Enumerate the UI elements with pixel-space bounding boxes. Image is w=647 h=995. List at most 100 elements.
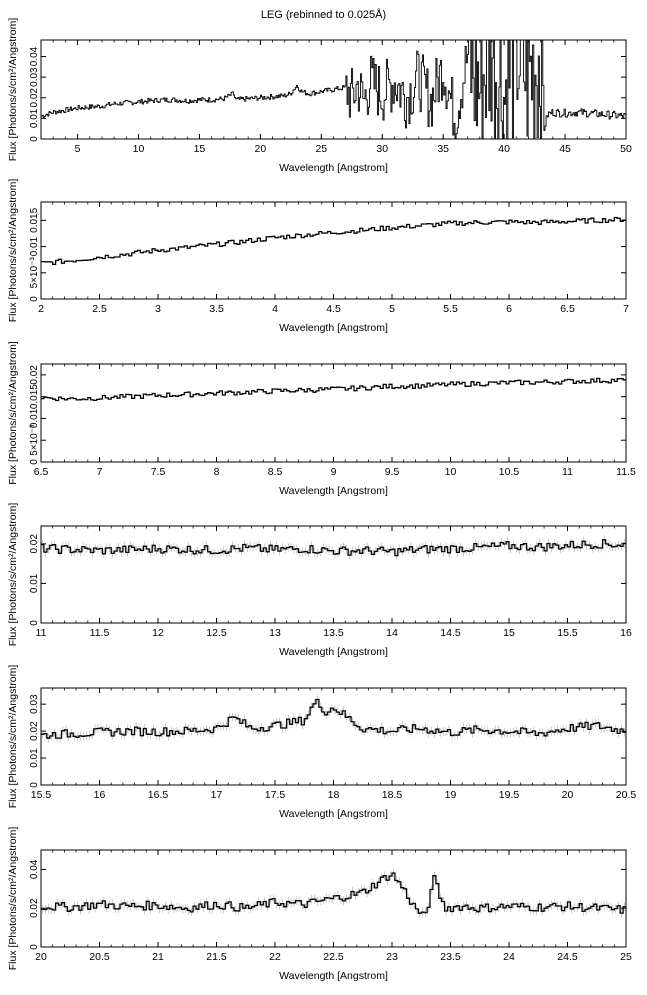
y-tick-label: 0: [29, 136, 40, 142]
x-tick-label: 15: [503, 627, 515, 639]
x-tick-label: 5: [75, 143, 81, 155]
x-tick-label: 6: [506, 303, 512, 315]
x-tick-label: 11: [562, 466, 573, 478]
y-tick-label: 0: [29, 296, 40, 302]
y-axis-label: Flux [Photons/s/cm²/Angstrom]: [7, 503, 19, 647]
y-axis-label: Flux [Photons/s/cm²/Angstrom]: [7, 665, 19, 809]
x-tick-label: 6.5: [560, 303, 575, 315]
x-tick-label: 5: [389, 303, 395, 315]
x-tick-label: 12.5: [206, 627, 227, 639]
x-tick-label: 5.5: [443, 303, 458, 315]
x-tick-label: 17: [211, 789, 223, 801]
y-axis-label: Flux [Photons/s/cm²/Angstrom]: [7, 827, 19, 971]
x-tick-label: 25: [620, 951, 632, 963]
x-tick-label: 15.5: [31, 789, 52, 801]
page-title: LEG (rebinned to 0.025Å): [260, 9, 387, 21]
y-axis-label: Flux [Photons/s/cm²/Angstrom]: [7, 341, 19, 485]
x-tick-label: 2.5: [92, 303, 107, 315]
x-tick-label: 20: [562, 789, 574, 801]
y-axis-label: Flux [Photons/s/cm²/Angstrom]: [7, 18, 19, 162]
x-tick-label: 3.5: [209, 303, 224, 315]
y-tick-label: 0.01: [29, 108, 40, 128]
y-tick-label: 0.01: [29, 408, 40, 428]
y-tick-label: 0.04: [29, 46, 40, 66]
x-tick-label: 2: [38, 303, 44, 315]
x-axis-label: Wavelength [Angstrom]: [279, 485, 388, 497]
x-tick-label: 20: [35, 951, 47, 963]
spectrum-line: [41, 698, 626, 739]
x-tick-label: 17.5: [265, 789, 286, 801]
x-tick-label: 6.5: [34, 466, 49, 478]
y-axis-label: Flux [Photons/s/cm²/Angstrom]: [7, 179, 19, 323]
spectrum-line: [41, 377, 626, 402]
x-tick-label: 16: [620, 627, 632, 639]
x-tick-label: 8: [214, 466, 220, 478]
spectrum-line: [41, 216, 626, 266]
x-tick-label: 23: [386, 951, 398, 963]
y-tick-label: 0: [29, 944, 40, 950]
y-tick-label: 0.04: [29, 859, 40, 879]
x-axis-label: Wavelength [Angstrom]: [279, 808, 388, 820]
y-tick-label: 5×10⁻³: [29, 424, 40, 456]
x-tick-label: 45: [559, 143, 571, 155]
x-tick-label: 8.5: [268, 466, 283, 478]
x-tick-label: 19: [445, 789, 457, 801]
plot-frame: [40, 687, 627, 786]
error-bars: [42, 535, 625, 560]
x-tick-label: 3: [155, 303, 161, 315]
y-tick-label: 0: [29, 459, 40, 465]
y-tick-label: 0.01: [29, 236, 40, 256]
x-tick-label: 13: [269, 627, 281, 639]
y-tick-label: 0.01: [29, 748, 40, 768]
x-tick-label: 10: [445, 466, 457, 478]
x-tick-label: 14: [386, 627, 398, 639]
x-tick-label: 21: [152, 951, 164, 963]
x-tick-label: 9.5: [385, 466, 400, 478]
x-tick-label: 12: [152, 627, 164, 639]
x-tick-label: 20.5: [89, 951, 110, 963]
x-tick-label: 16.5: [148, 789, 169, 801]
plot-frame: [40, 201, 627, 300]
plot-frame: [40, 363, 627, 463]
x-axis-label: Wavelength [Angstrom]: [279, 162, 388, 174]
y-tick-label: 0.02: [29, 898, 40, 918]
plot-frame: [40, 525, 627, 624]
y-tick-label: 0: [29, 782, 40, 788]
x-tick-label: 50: [620, 143, 632, 155]
x-tick-label: 15.5: [557, 627, 578, 639]
x-tick-label: 7: [97, 466, 103, 478]
spectrum-line: [41, 872, 626, 914]
x-tick-label: 35: [437, 143, 449, 155]
y-tick-label: 0: [29, 620, 40, 626]
x-tick-label: 4: [272, 303, 278, 315]
x-tick-label: 11.5: [616, 466, 636, 478]
spectrum-line: [41, 539, 626, 557]
y-tick-label: 0.02: [29, 534, 40, 554]
x-tick-label: 16: [94, 789, 106, 801]
x-tick-label: 7: [623, 303, 629, 315]
x-tick-label: 18.5: [382, 789, 403, 801]
x-tick-label: 7.5: [151, 466, 166, 478]
x-tick-label: 11: [36, 627, 47, 639]
spectrum-line: [41, 40, 626, 139]
x-tick-label: 15: [194, 143, 206, 155]
x-tick-label: 20: [255, 143, 267, 155]
x-tick-label: 21.5: [206, 951, 227, 963]
x-tick-label: 10.5: [499, 466, 520, 478]
x-tick-label: 4.5: [326, 303, 341, 315]
y-tick-label: 0.02: [29, 721, 40, 741]
y-tick-label: 5×10⁻³: [29, 257, 40, 289]
x-tick-label: 11.5: [90, 627, 110, 639]
x-axis-label: Wavelength [Angstrom]: [279, 322, 388, 334]
x-tick-label: 19.5: [499, 789, 520, 801]
x-axis-label: Wavelength [Angstrom]: [279, 970, 388, 982]
x-tick-label: 13.5: [323, 627, 344, 639]
x-tick-label: 40: [498, 143, 510, 155]
x-tick-label: 10: [133, 143, 145, 155]
x-axis-label: Wavelength [Angstrom]: [279, 646, 388, 658]
x-tick-label: 22.5: [323, 951, 344, 963]
x-tick-label: 23.5: [440, 951, 461, 963]
x-tick-label: 18: [328, 789, 340, 801]
y-tick-label: 0.03: [29, 694, 40, 714]
